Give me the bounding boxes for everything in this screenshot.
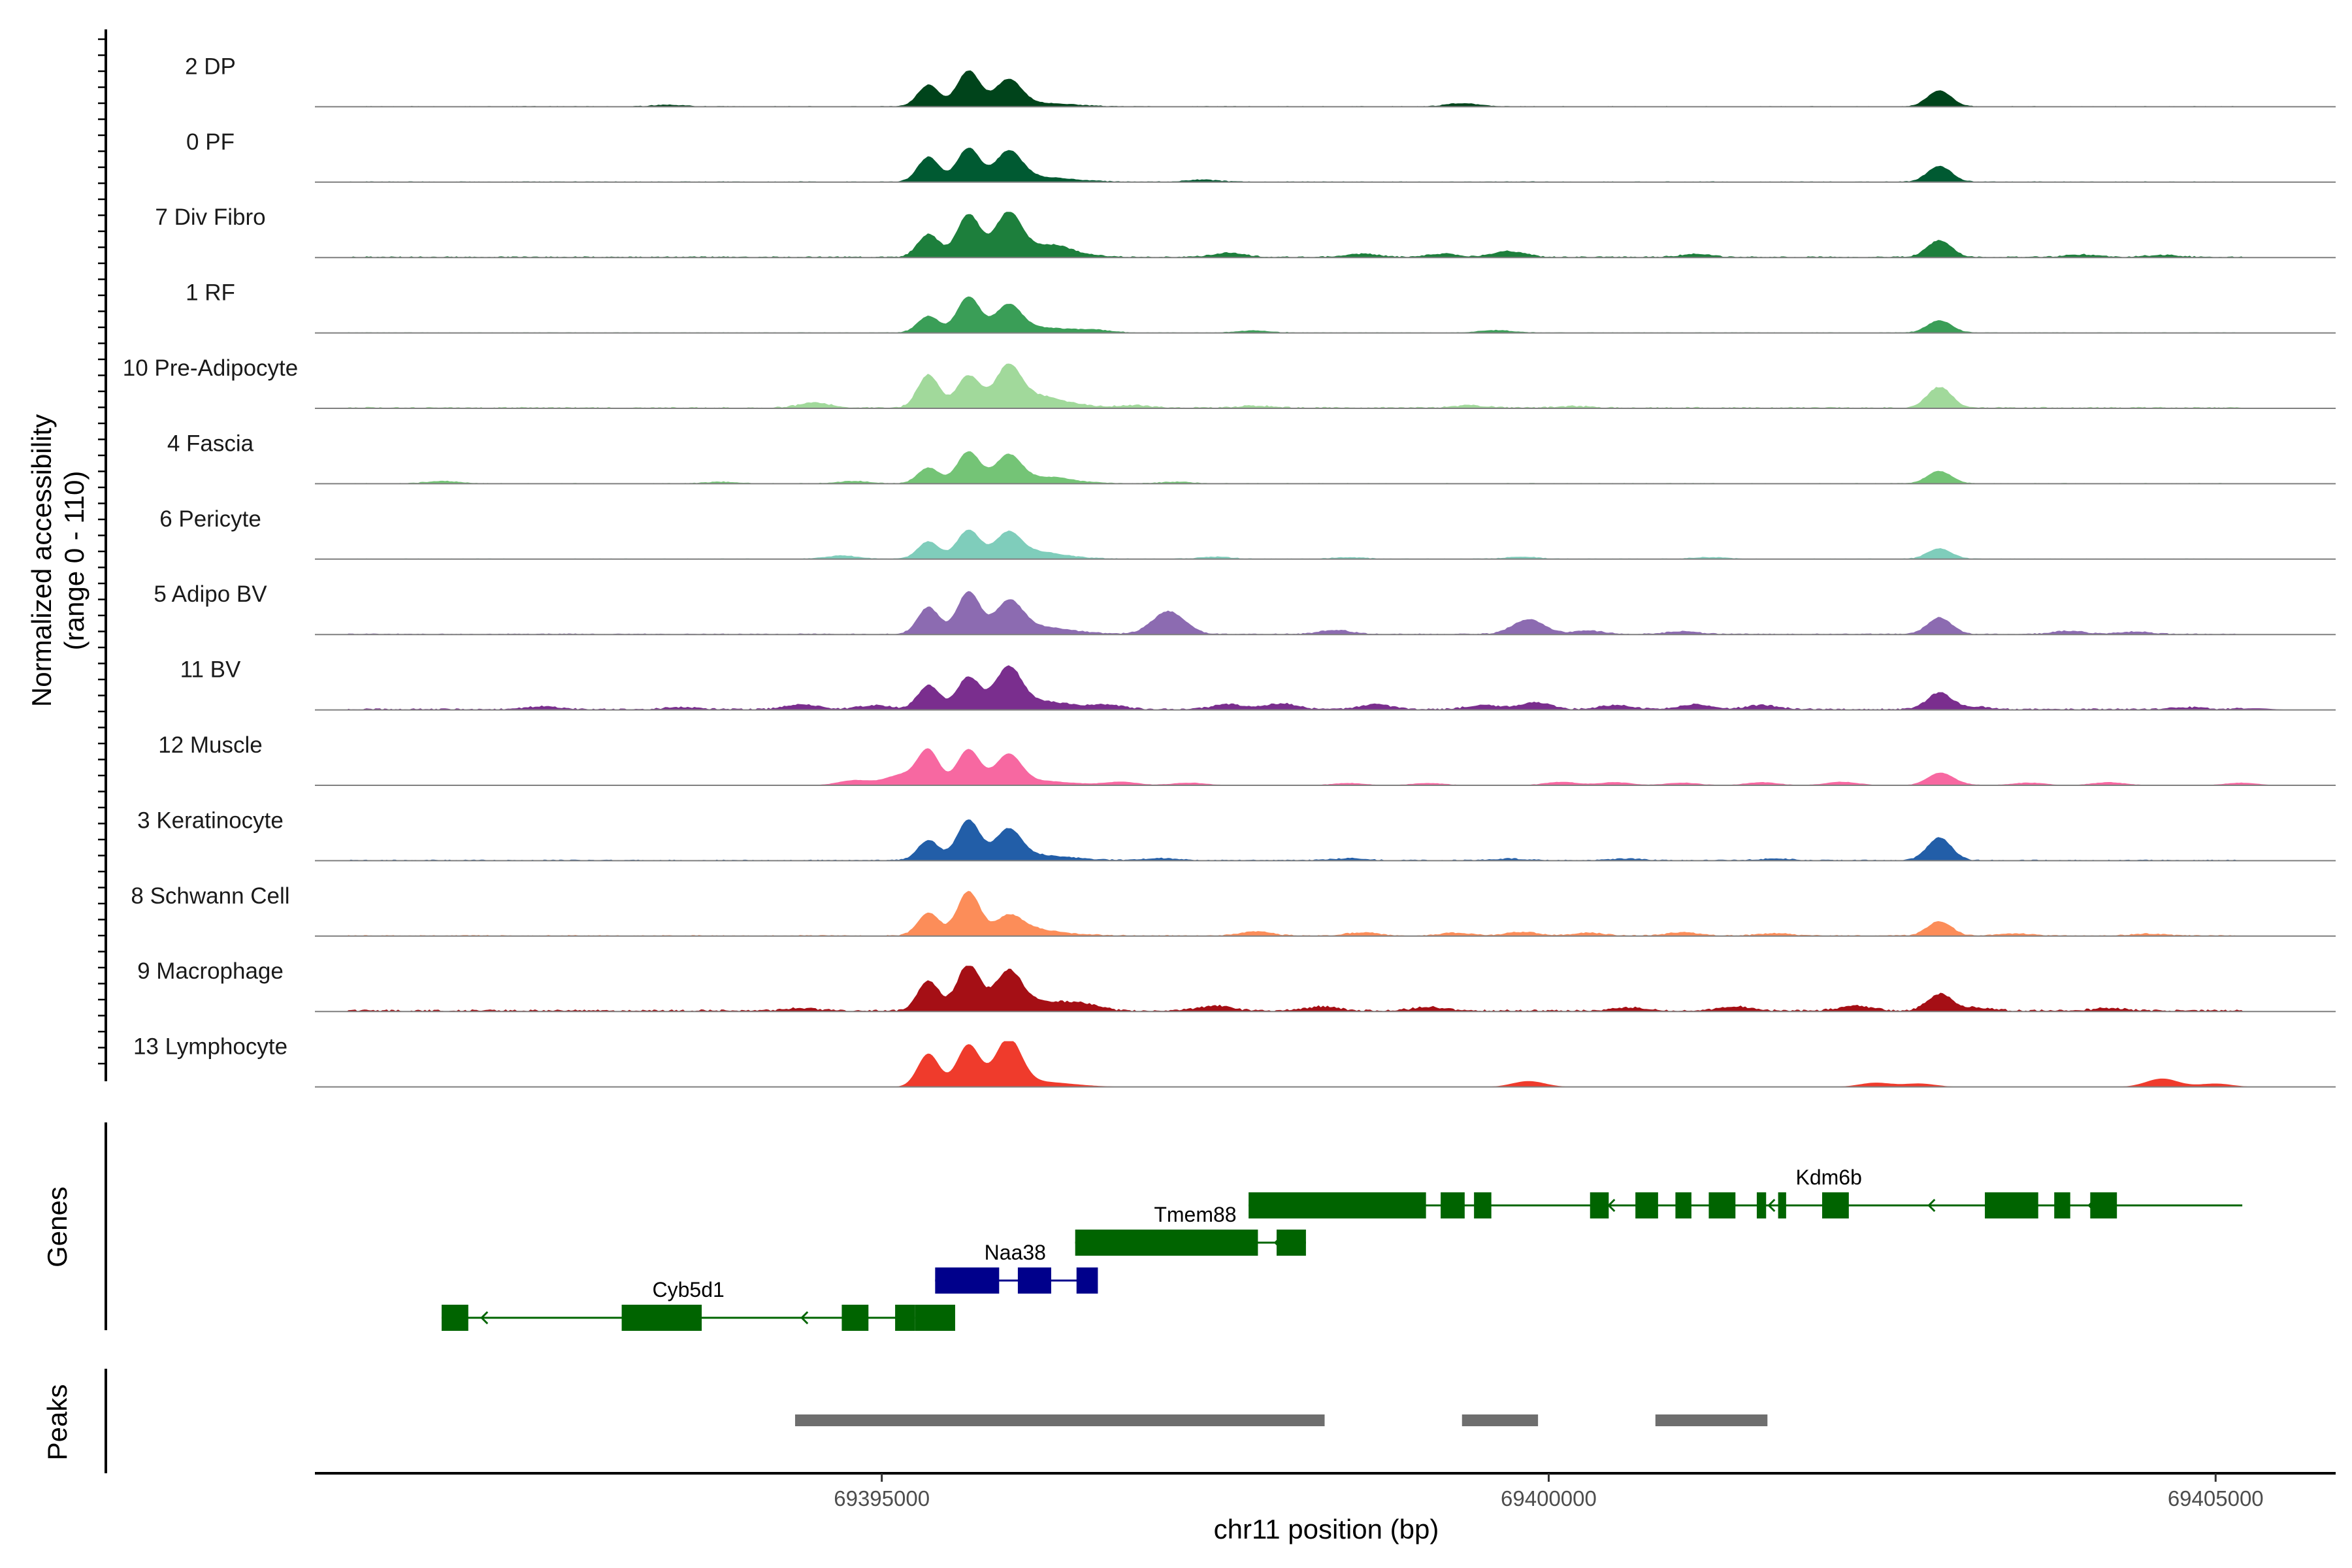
- strand-arrow: [1767, 1198, 1776, 1213]
- strand-arrow: [480, 1311, 489, 1325]
- coverage-area-8: [315, 591, 2336, 635]
- track-label: 1 RF: [186, 280, 235, 306]
- exon-Kdm6b-2: [1474, 1192, 1492, 1218]
- coverage-area-4: [315, 296, 2336, 333]
- x-tick-label: 69405000: [2168, 1486, 2264, 1511]
- exon-Kdm6b-1: [1441, 1192, 1465, 1218]
- track-label: 8 Schwann Cell: [131, 883, 289, 909]
- exon-Kdm6b-10: [1985, 1192, 2038, 1218]
- x-tick-label: 69400000: [1501, 1486, 1597, 1511]
- strand-arrow: [1607, 1198, 1616, 1213]
- coverage-area-13: [315, 966, 2336, 1012]
- track-label: 9 Macrophage: [137, 958, 284, 984]
- strand-arrow: [1927, 1198, 1936, 1213]
- exon-Naa38-0: [935, 1267, 1000, 1294]
- peak-bar-1: [794, 1414, 1325, 1426]
- exon-Cyb5d1-2: [841, 1305, 869, 1331]
- exon-Cyb5d1-0: [441, 1305, 468, 1331]
- strand-arrow: [800, 1311, 809, 1325]
- y-axis-title-line2: (range 0 - 110): [59, 471, 90, 651]
- exon-Cyb5d1-3: [895, 1305, 915, 1331]
- x-tick-label: 69395000: [834, 1486, 930, 1511]
- coverage-area-3: [315, 212, 2336, 258]
- track-label: 5 Adipo BV: [154, 581, 267, 607]
- coverage-area-10: [315, 748, 2336, 785]
- track-label: 4 Fascia: [167, 431, 254, 456]
- exon-Naa38-2: [1076, 1267, 1098, 1294]
- genes-track-title: Genes: [42, 1186, 73, 1267]
- coverage-area-7: [315, 529, 2336, 559]
- exon-Kdm6b-7: [1756, 1192, 1767, 1218]
- x-axis: 69395000 69400000 69405000: [315, 1472, 2336, 1511]
- exon-Kdm6b-6: [1708, 1192, 1736, 1218]
- coverage-area-9: [315, 665, 2336, 710]
- track-label: 7 Div Fibro: [155, 204, 265, 230]
- genes-panel: Cyb5d1 Naa38 Tmem88 Kdm6b: [105, 1122, 2243, 1331]
- y-axis-title-line1: Normalized accessibility: [26, 414, 57, 707]
- gene-label-Cyb5d1: Cyb5d1: [652, 1278, 724, 1301]
- exon-Kdm6b-12: [2090, 1192, 2117, 1218]
- exon-Kdm6b-9: [1821, 1192, 1849, 1218]
- track-label: 6 Pericyte: [159, 506, 261, 532]
- coverage-area-12: [315, 890, 2336, 936]
- coverage-area-1: [315, 70, 2336, 107]
- exon-Cyb5d1-4: [915, 1305, 955, 1331]
- exon-Tmem88-1: [1276, 1230, 1306, 1256]
- peaks-track-title: Peaks: [42, 1384, 73, 1461]
- coverage-area-5: [315, 363, 2336, 408]
- x-axis-title: chr11 position (bp): [1214, 1514, 1439, 1544]
- coverage-area-11: [315, 819, 2336, 861]
- track-label: 13 Lymphocyte: [133, 1034, 287, 1060]
- exon-Kdm6b-8: [1778, 1192, 1786, 1218]
- coverage-area-6: [315, 451, 2336, 484]
- peak-bar-3: [1655, 1414, 1768, 1426]
- gene-label-Tmem88: Tmem88: [1154, 1203, 1236, 1226]
- coverage-area-14: [315, 1041, 2336, 1087]
- exon-Kdm6b-5: [1675, 1192, 1691, 1218]
- gene-label-Naa38: Naa38: [985, 1241, 1046, 1264]
- track-label: 11 BV: [180, 657, 241, 683]
- track-label: 10 Pre-Adipocyte: [123, 355, 298, 381]
- exon-Kdm6b-11: [2054, 1192, 2070, 1218]
- coverage-area-2: [315, 148, 2336, 182]
- exon-Kdm6b-3: [1590, 1192, 1609, 1218]
- exon-Naa38-1: [1017, 1267, 1051, 1294]
- exon-Kdm6b-0: [1249, 1192, 1426, 1218]
- track-label: 0 PF: [186, 129, 235, 155]
- peaks-panel: [105, 1369, 1768, 1473]
- track-label: 12 Muscle: [158, 732, 263, 758]
- track-label: 3 Keratinocyte: [137, 808, 284, 833]
- coverage-panel: 2 DP 0 PF 7 Div Fibro 1 RF 10 Pre-Adipocyte 4…: [98, 29, 2336, 1088]
- exon-Cyb5d1-1: [621, 1305, 702, 1331]
- peak-bar-2: [1462, 1414, 1539, 1426]
- exon-Tmem88-0: [1075, 1230, 1258, 1256]
- gene-label-Kdm6b: Kdm6b: [1796, 1166, 1862, 1189]
- track-label: 2 DP: [185, 54, 236, 79]
- exon-Kdm6b-4: [1635, 1192, 1658, 1218]
